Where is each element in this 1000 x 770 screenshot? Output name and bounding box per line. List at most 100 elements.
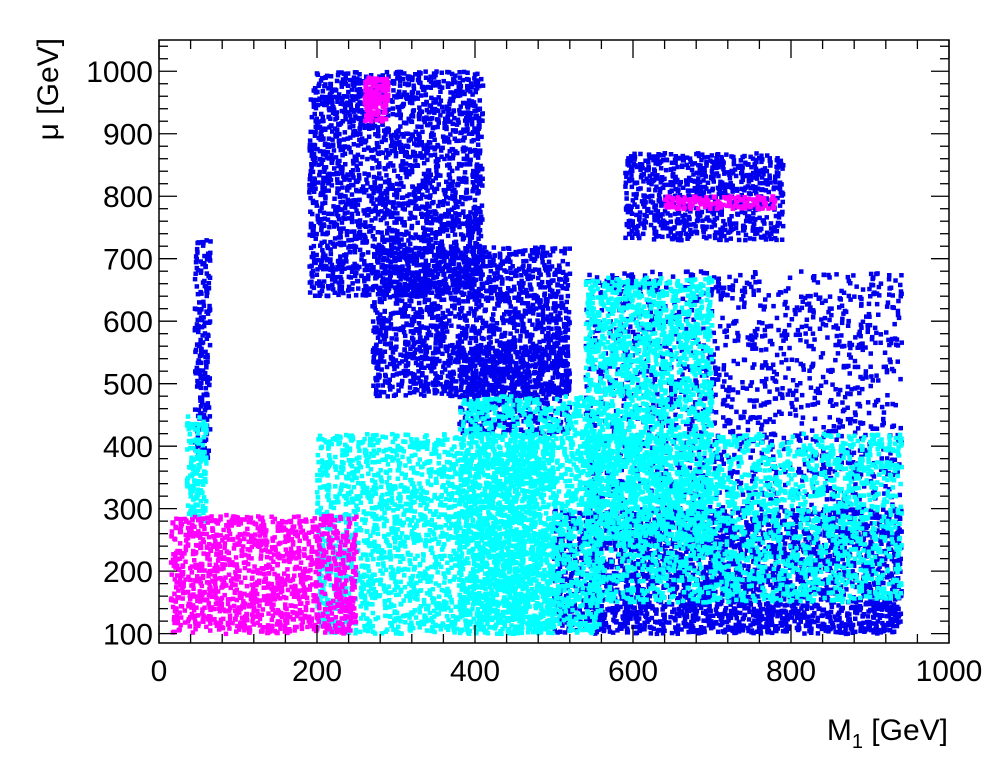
scatter-point <box>516 365 522 370</box>
scatter-point <box>370 234 376 239</box>
scatter-point <box>351 175 356 180</box>
scatter-point <box>731 161 737 167</box>
scatter-point <box>349 244 354 250</box>
scatter-point <box>458 83 464 89</box>
scatter-point <box>524 372 529 377</box>
scatter-point <box>476 331 482 336</box>
scatter-point <box>457 421 462 427</box>
scatter-point <box>439 70 444 75</box>
scatter-point <box>322 169 327 174</box>
scatter-point <box>641 231 646 237</box>
scatter-point <box>417 80 422 85</box>
scatter-point <box>393 332 399 337</box>
scatter-point <box>542 352 548 357</box>
scatter-point <box>315 146 320 152</box>
scatter-point <box>476 290 481 296</box>
scatter-point <box>376 316 381 321</box>
scatter-point <box>457 80 463 86</box>
scatter-point <box>488 340 493 345</box>
scatter-point <box>747 236 753 241</box>
scatter-point <box>455 117 461 122</box>
scatter-point <box>428 237 433 243</box>
scatter-point <box>444 254 449 260</box>
scatter-point <box>375 165 380 170</box>
scatter-point <box>337 95 342 100</box>
scatter-point <box>498 390 504 396</box>
scatter-point <box>536 379 541 384</box>
scatter-point <box>397 291 402 296</box>
scatter-point <box>473 226 479 232</box>
scatter-point <box>382 267 388 273</box>
scatter-point <box>466 114 472 120</box>
scatter-point <box>400 266 405 272</box>
scatter-point <box>632 180 637 186</box>
scatter-point <box>383 201 388 206</box>
scatter-point <box>673 174 678 180</box>
scatter-point <box>444 348 450 354</box>
scatter-point <box>642 212 647 218</box>
scatter-point <box>483 358 489 363</box>
scatter-point <box>316 219 321 225</box>
scatter-point <box>442 388 448 394</box>
scatter-point <box>550 361 555 366</box>
scatter-point <box>320 192 326 197</box>
scatter-point <box>516 374 522 379</box>
scatter-point <box>554 317 559 322</box>
scatter-point <box>470 370 475 375</box>
scatter-point <box>502 312 507 317</box>
scatter-point <box>507 386 512 391</box>
scatter-point <box>564 409 569 414</box>
scatter-point <box>345 83 351 88</box>
scatter-point <box>339 287 344 292</box>
scatter-point <box>553 390 558 396</box>
scatter-point <box>699 209 705 215</box>
scatter-point <box>364 177 369 182</box>
scatter-point <box>427 220 432 225</box>
scatter-point <box>494 369 499 375</box>
scatter-point <box>473 82 478 88</box>
scatter-point <box>652 213 658 218</box>
scatter-point <box>469 84 474 90</box>
scatter-point <box>473 240 478 246</box>
scatter-point <box>317 172 322 178</box>
scatter-point <box>312 293 318 298</box>
scatter-point <box>366 134 372 139</box>
scatter-point <box>502 420 507 426</box>
scatter-point <box>565 349 571 354</box>
scatter-point <box>425 201 430 207</box>
scatter-point <box>566 380 572 385</box>
scatter-point <box>456 120 461 125</box>
scatter-point <box>377 299 383 304</box>
scatter-point <box>407 163 413 168</box>
scatter-point <box>696 171 702 176</box>
scatter-point <box>751 211 756 216</box>
scatter-point <box>530 346 536 351</box>
scatter-point <box>468 210 473 215</box>
scatter-point <box>439 154 444 159</box>
scatter-point <box>388 322 394 327</box>
scatter-point <box>505 245 511 251</box>
scatter-point <box>318 192 323 198</box>
scatter-point <box>440 310 446 316</box>
scatter-point <box>324 264 329 269</box>
scatter-point <box>350 123 355 128</box>
scatter-point <box>465 277 470 283</box>
scatter-point <box>448 96 453 102</box>
scatter-point <box>470 379 476 384</box>
scatter-point <box>561 362 566 367</box>
scatter-point <box>510 421 515 427</box>
scatter-point <box>494 338 500 344</box>
scatter-point <box>433 336 439 342</box>
scatter-point <box>311 285 317 291</box>
scatter-point <box>532 378 537 383</box>
scatter-point <box>539 372 545 377</box>
scatter-point <box>441 109 446 114</box>
scatter-point <box>657 189 663 194</box>
scatter-point <box>453 128 458 133</box>
scatter-point <box>354 208 359 213</box>
scatter-point <box>734 188 740 193</box>
scatter-point <box>399 270 404 275</box>
scatter-point <box>464 127 469 132</box>
scatter-point <box>462 110 468 115</box>
scatter-point <box>554 267 560 273</box>
